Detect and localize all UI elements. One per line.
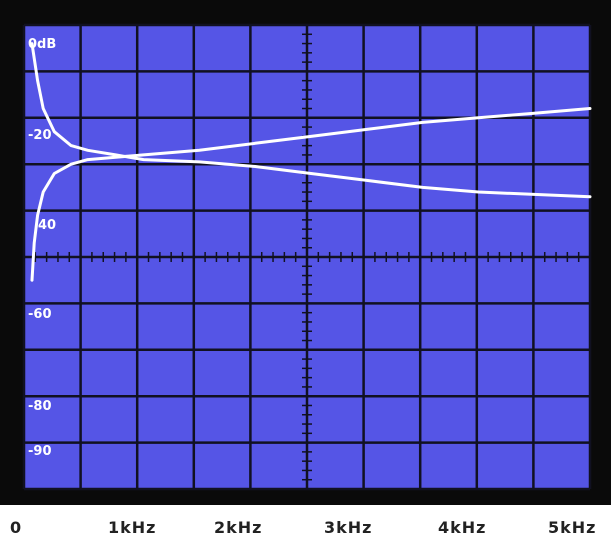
x-tick-label: 2kHz bbox=[214, 518, 262, 537]
y-tick-label: 40 bbox=[38, 218, 56, 233]
traces bbox=[30, 42, 592, 282]
x-axis-labels: 0 1kHz 2kHz 3kHz 4kHz 5kHz bbox=[10, 518, 596, 537]
trace-line bbox=[30, 42, 592, 199]
y-tick-label: -80 bbox=[28, 399, 52, 414]
trace-line bbox=[30, 107, 592, 282]
y-tick-label: -60 bbox=[28, 307, 52, 322]
y-tick-label: -90 bbox=[28, 444, 52, 459]
y-axis-labels: 0dB -20 40 -60 -80 -90 bbox=[28, 37, 56, 459]
graticule-grid bbox=[22, 23, 592, 491]
y-tick-label: 0dB bbox=[28, 37, 56, 52]
x-tick-label: 3kHz bbox=[324, 518, 372, 537]
x-tick-label: 0 bbox=[10, 518, 22, 537]
x-tick-label: 4kHz bbox=[438, 518, 486, 537]
x-tick-label: 1kHz bbox=[108, 518, 156, 537]
y-tick-label: -20 bbox=[28, 128, 52, 143]
x-tick-label: 5kHz bbox=[548, 518, 596, 537]
